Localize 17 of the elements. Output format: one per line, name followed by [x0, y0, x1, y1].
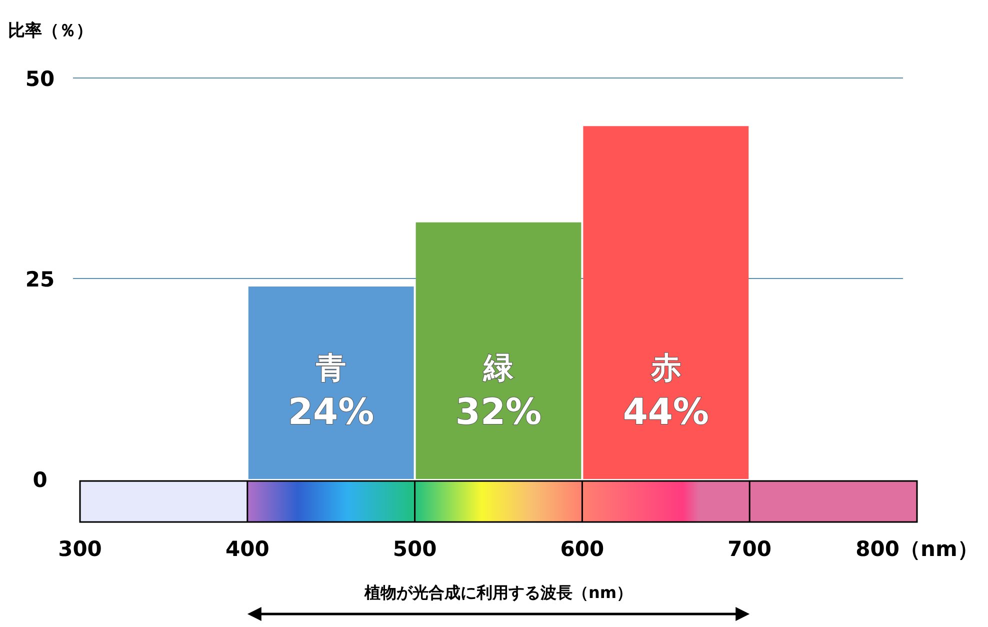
y-axis-title: 比率（％）: [8, 21, 93, 41]
x-tick-label: 700: [728, 537, 772, 561]
y-tick-label: 25: [25, 268, 55, 292]
x-tick-label: 600: [560, 537, 604, 561]
y-tick-label: 0: [32, 468, 48, 492]
category-label: 赤: [650, 351, 681, 386]
x-tick-label: 800（nm）: [856, 537, 978, 561]
x-tick-label: 500: [392, 537, 437, 561]
y-tick-label: 50: [25, 67, 55, 91]
data-label: 24%: [288, 392, 374, 433]
data-label: 32%: [455, 392, 542, 433]
x-axis-title: 植物が光合成に利用する波長（nm）: [363, 583, 633, 602]
data-label: 44%: [622, 392, 709, 433]
category-label: 緑: [484, 351, 514, 386]
x-tick-label: 300: [58, 537, 102, 561]
category-label: 青: [316, 351, 346, 386]
x-tick-label: 400: [225, 537, 270, 561]
